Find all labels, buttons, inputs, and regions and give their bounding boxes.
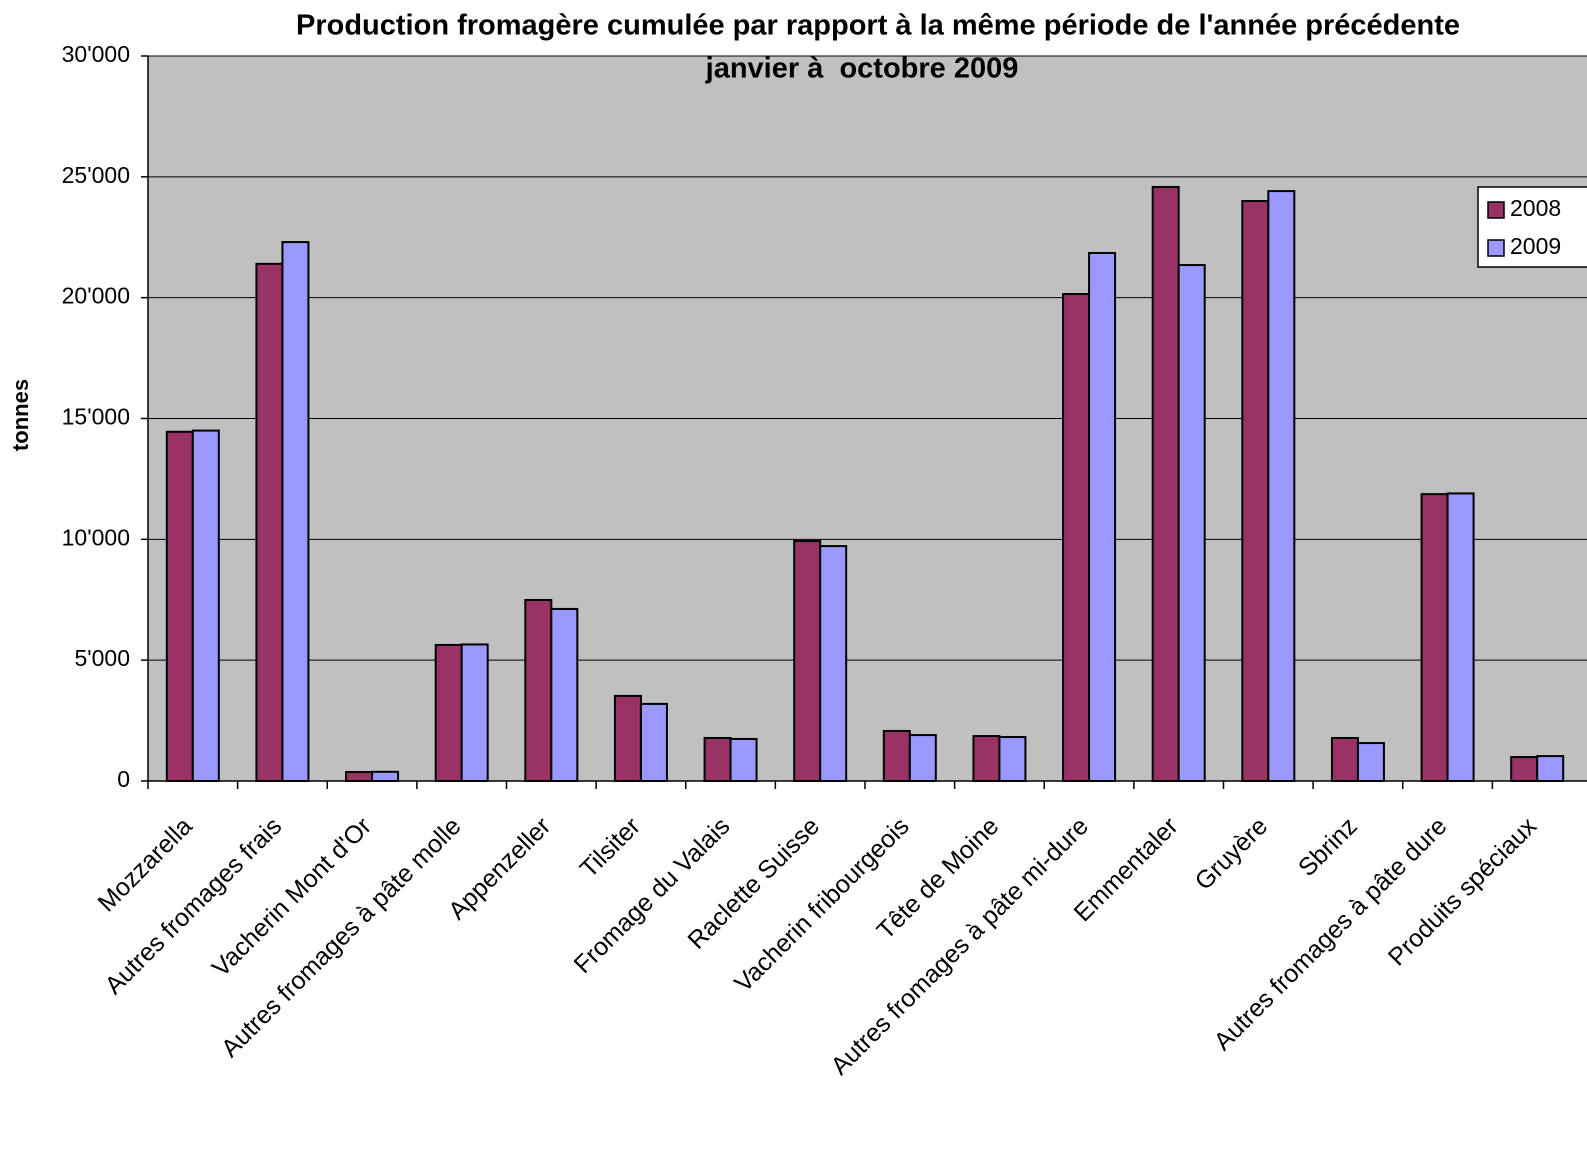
y-tick-label: 5'000 (74, 645, 130, 671)
y-tick-label: 30'000 (62, 41, 130, 67)
bar (639, 702, 668, 782)
bar (1446, 492, 1475, 782)
x-tick-label: Sbrinz (1293, 812, 1363, 882)
legend-label: 2008 (1510, 195, 1561, 221)
y-tick-label: 0 (117, 766, 130, 792)
bar (1088, 251, 1117, 783)
bar (703, 736, 732, 783)
legend-swatch (1487, 239, 1505, 257)
y-tick-label: 25'000 (62, 162, 130, 188)
y-tick-label: 20'000 (62, 283, 130, 309)
bar (1420, 493, 1449, 782)
bar (613, 694, 642, 783)
x-tick-label: Tilsiter (575, 812, 646, 883)
bar (524, 598, 553, 782)
bar (793, 540, 822, 783)
legend-label: 2009 (1510, 233, 1561, 259)
x-tick-label: Vacherin fribourgeois (729, 812, 915, 998)
x-tick-label: Produits spéciaux (1383, 812, 1543, 972)
bar (1267, 190, 1296, 782)
bar (550, 607, 579, 783)
bar (434, 643, 463, 782)
bar (1151, 185, 1180, 782)
x-tick-label: Autres fromages frais (100, 812, 288, 1000)
y-tick-label: 15'000 (62, 404, 130, 430)
bar (1356, 742, 1385, 783)
bar (972, 735, 1001, 782)
chart-title: Production fromagère cumulée par rapport… (296, 10, 1460, 42)
bar (1330, 736, 1359, 783)
bar (998, 736, 1027, 782)
bar (255, 262, 284, 783)
bar (1536, 755, 1565, 783)
bar (908, 734, 937, 782)
bar (371, 770, 400, 782)
x-tick-label: Fromage du Valais (569, 812, 736, 979)
bar (819, 545, 848, 782)
bar (345, 771, 374, 783)
bar (1241, 200, 1270, 782)
bar (191, 429, 220, 782)
y-tick-label: 10'000 (62, 524, 130, 550)
bar (165, 430, 194, 782)
chart-subtitle: janvier à octobre 2009 (705, 53, 1019, 85)
bar (729, 737, 758, 783)
y-axis-label: tonnes (8, 379, 33, 451)
legend-swatch (1487, 201, 1505, 219)
bar (1177, 264, 1206, 782)
bar (882, 729, 911, 782)
bar (1510, 756, 1539, 783)
bar (281, 241, 310, 783)
bar (1062, 293, 1091, 782)
x-tick-label: Vacherin Mont d'Or (207, 812, 377, 982)
x-tick-label: Gruyère (1190, 812, 1274, 896)
bar (460, 643, 489, 782)
